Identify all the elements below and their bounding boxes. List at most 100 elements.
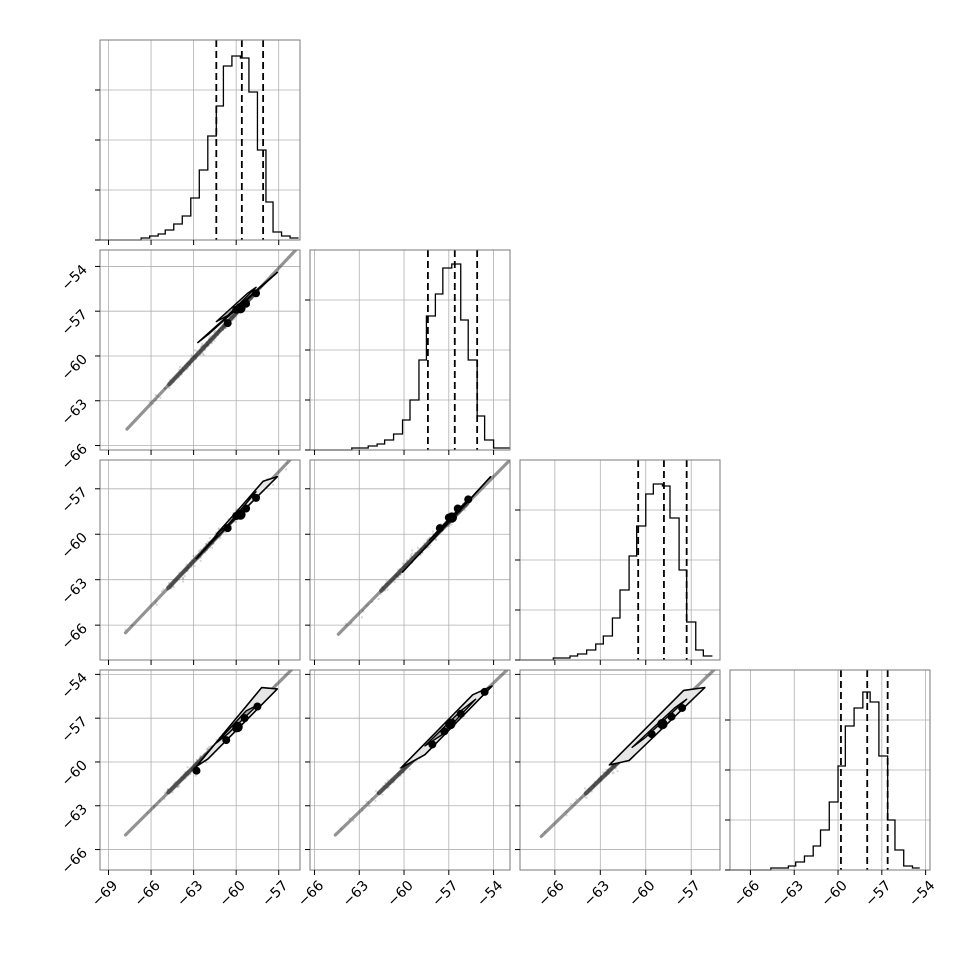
y-tick-label: −66	[59, 621, 91, 653]
density-center	[657, 718, 668, 730]
sample-point	[159, 396, 162, 399]
sample-point	[401, 562, 404, 566]
sample-point	[569, 802, 573, 806]
sample-point	[434, 538, 437, 542]
panel-frame	[309, 459, 511, 661]
density-point	[252, 289, 261, 298]
sample-point	[386, 588, 389, 591]
y-tick-label: −57	[59, 307, 91, 339]
density-center	[235, 509, 246, 520]
sample-point	[190, 354, 193, 357]
scatter-panel-2-0: −66 −63 −60 −57	[59, 459, 301, 665]
panel-content	[125, 250, 298, 431]
x-tick-label: −63	[340, 878, 372, 910]
y-tick-label: −63	[59, 575, 91, 607]
panel-content	[333, 670, 510, 837]
sample-point	[585, 796, 588, 799]
contour-inner	[215, 286, 257, 323]
density-point	[252, 493, 261, 502]
sample-point	[194, 774, 197, 777]
scatter-panel-2-1	[305, 459, 511, 665]
sample-point	[217, 527, 220, 530]
sample-point	[206, 748, 209, 751]
scatter-panel-1-0: −66 −63 −60 −57 −54	[59, 249, 301, 473]
sample-point	[448, 525, 451, 528]
sample-point	[178, 784, 181, 788]
x-tick-label: −60	[819, 878, 851, 910]
sample-point	[211, 546, 214, 549]
density-point	[222, 736, 231, 745]
sample-point	[208, 536, 211, 540]
sample-point	[186, 766, 189, 769]
scatter-panel-3-1: −66 −63 −60 −57 −54	[295, 669, 511, 910]
scatter-panel-3-2: −66 −63 −60 −57	[515, 669, 721, 910]
sample-point	[296, 661, 298, 663]
density-point	[428, 740, 437, 749]
sample-point	[178, 365, 182, 369]
x-tick-label: −57	[429, 878, 461, 910]
density-point	[242, 504, 251, 513]
density-point	[440, 727, 449, 736]
sample-point	[450, 523, 453, 526]
sample-point	[155, 603, 158, 607]
density-point	[192, 766, 201, 775]
x-tick-label: −66	[295, 878, 327, 910]
sample-point	[181, 577, 185, 580]
x-tick-label: −54	[474, 878, 506, 910]
sample-point	[218, 537, 222, 540]
x-tick-label: −63	[581, 878, 613, 910]
sample-point	[374, 789, 378, 793]
y-tick-label: −57	[59, 484, 91, 516]
panel-content	[336, 460, 510, 636]
sample-point	[224, 531, 227, 534]
sample-point	[374, 799, 377, 802]
sample-point	[616, 770, 619, 773]
sample-point	[208, 335, 212, 338]
contour-outer	[401, 475, 492, 573]
x-tick-label: −57	[259, 878, 291, 910]
histogram-panel-0	[95, 39, 301, 245]
sample-point	[193, 349, 196, 352]
sample-point	[416, 546, 420, 549]
histogram-panel-3: −66 −63 −60 −57 −54	[725, 669, 938, 910]
density-center	[235, 303, 246, 314]
sample-point	[162, 588, 165, 591]
sample-point	[181, 580, 185, 583]
sample-point	[197, 549, 201, 552]
density-point	[678, 703, 687, 712]
sample-point	[381, 793, 384, 796]
density-point	[480, 687, 489, 696]
sample-point	[271, 483, 275, 486]
y-tick-label: −60	[59, 757, 91, 789]
density-point	[435, 524, 444, 533]
y-tick-label: −54	[59, 670, 91, 702]
sample-point	[206, 540, 209, 543]
y-tick-label: −66	[59, 441, 91, 473]
x-tick-label: −63	[775, 878, 807, 910]
panel-frame	[99, 669, 301, 871]
y-tick-label: −66	[59, 845, 91, 877]
sample-point	[365, 800, 368, 803]
sample-point	[411, 549, 414, 552]
density-center	[446, 512, 457, 523]
sample-point	[360, 616, 364, 619]
sample-point	[431, 530, 434, 533]
sample-point	[565, 814, 568, 817]
sample-point	[612, 771, 615, 774]
x-tick-label: −57	[862, 878, 894, 910]
sample-point	[177, 785, 180, 788]
x-tick-label: −60	[385, 878, 417, 910]
histogram-panel-2	[515, 459, 721, 665]
y-tick-label: −60	[59, 351, 91, 383]
sample-point	[200, 342, 204, 346]
sample-point	[409, 554, 413, 557]
panel-content	[123, 661, 298, 837]
x-tick-label: −54	[906, 878, 938, 910]
density-center	[232, 721, 243, 733]
sample-point	[285, 468, 288, 471]
density-point	[240, 714, 249, 723]
corner-plot-layer: −66 −63 −60 −57 −54−66−63−60−57−54−66−63−60−…	[59, 39, 938, 910]
x-tick-label: −66	[132, 878, 164, 910]
panel-frame	[99, 459, 301, 661]
histogram-step	[310, 263, 510, 451]
